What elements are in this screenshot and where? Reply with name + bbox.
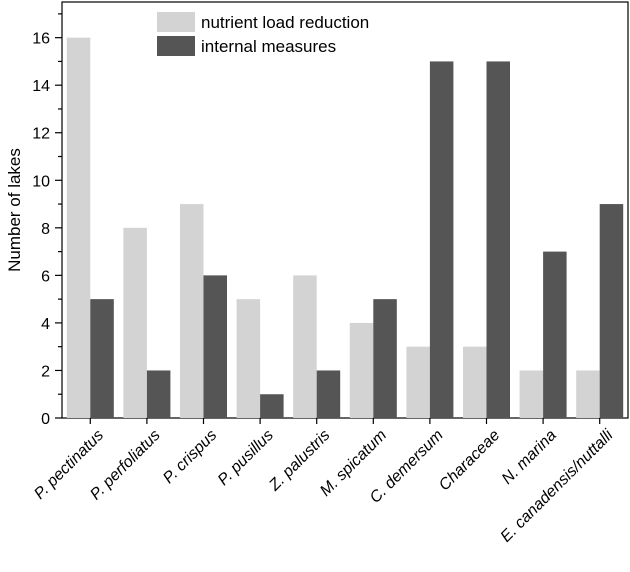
bar-nutrient-load-reduction-characeae [463, 346, 487, 418]
bar-internal-measures-p-pectinatus [90, 299, 114, 418]
bars-group [66, 37, 624, 419]
legend-swatch-internal-measures [157, 36, 195, 56]
bar-internal-measures-e-canadensis-nuttalli [599, 204, 624, 418]
bar-nutrient-load-reduction-e-canadensis-nuttalli [576, 370, 600, 418]
legend-label-internal-measures: internal measures [201, 37, 336, 56]
y-tick-label: 2 [41, 363, 50, 380]
y-tick-label: 8 [41, 221, 50, 238]
y-tick-label: 14 [32, 78, 50, 95]
bar-nutrient-load-reduction-p-crispus [180, 204, 204, 418]
y-tick-label: 10 [32, 173, 50, 190]
bar-internal-measures-p-crispus [203, 275, 227, 418]
bar-nutrient-load-reduction-p-pusillus [236, 299, 261, 418]
y-tick-label: 16 [32, 31, 50, 48]
bar-internal-measures-characeae [486, 61, 510, 419]
x-tick-label-characeae: Characeae [436, 427, 503, 494]
x-tick-label-p-crispus: P. crispus [160, 427, 220, 487]
y-tick-label: 0 [41, 411, 50, 428]
legend-swatch-nutrient-load-reduction [157, 12, 195, 32]
bar-internal-measures-m-spicatum [373, 299, 397, 418]
bar-nutrient-load-reduction-z-palustris [293, 275, 317, 418]
y-tick-label: 12 [32, 126, 50, 143]
x-tick-label-e-canadensis-nuttalli: E. canadensis/nuttalli [498, 426, 617, 545]
bar-internal-measures-p-perfoliatus [146, 370, 171, 418]
bar-internal-measures-p-pusillus [260, 394, 284, 418]
legend-label-nutrient-load-reduction: nutrient load reduction [201, 13, 369, 32]
x-tick-label-n-marina: N. marina [499, 427, 560, 488]
bar-nutrient-load-reduction-m-spicatum [349, 322, 374, 418]
y-axis-title: Number of lakes [5, 148, 24, 272]
bar-nutrient-load-reduction-p-pectinatus [66, 37, 91, 418]
y-tick-label: 6 [41, 268, 50, 285]
legend: nutrient load reduction internal measure… [157, 12, 369, 56]
y-axis-ticks: 0 2 4 6 8 10 12 14 16 [32, 13, 62, 428]
bar-internal-measures-n-marina [543, 251, 567, 418]
bar-internal-measures-c-demersum [429, 61, 454, 419]
plot-frame [61, 1, 629, 419]
bar-nutrient-load-reduction-p-perfoliatus [123, 227, 147, 418]
bar-nutrient-load-reduction-n-marina [519, 370, 544, 418]
bar-nutrient-load-reduction-c-demersum [406, 346, 430, 418]
bar-internal-measures-z-palustris [316, 370, 341, 418]
y-tick-label: 4 [41, 316, 50, 333]
